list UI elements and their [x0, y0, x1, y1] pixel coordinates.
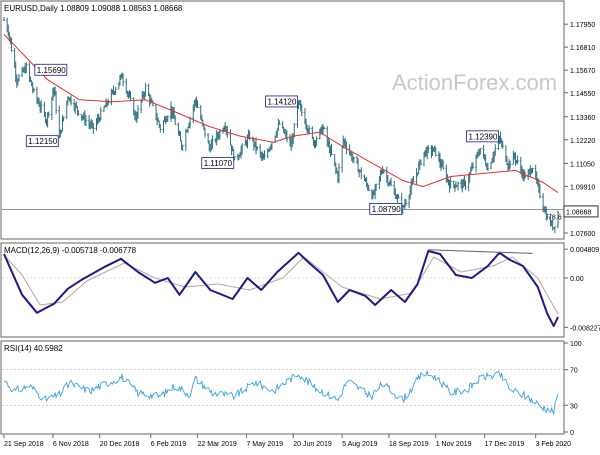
- price-annotation-label: 1.12390: [469, 132, 498, 141]
- macd-ytick-label: 0.00: [570, 276, 584, 283]
- x-tick-label: 20 Dec 2018: [100, 441, 140, 448]
- price-ytick-label: 1.12220: [570, 138, 595, 145]
- price-ytick-label: 1.15670: [570, 68, 595, 75]
- moving-average-line: [3, 33, 559, 194]
- price-ytick-label: 1.17950: [570, 22, 595, 29]
- x-tick-label: 17 Dec 2019: [485, 441, 525, 448]
- price-annotation-box: [466, 130, 499, 143]
- x-tick-label: 1 Nov 2019: [436, 441, 472, 448]
- x-tick-label: 6 Nov 2018: [53, 441, 89, 448]
- price-panel-frame: [0, 0, 565, 240]
- macd-signal-line: [3, 254, 559, 315]
- macd-line: [3, 250, 559, 327]
- x-tick-label: 5 Aug 2019: [342, 441, 378, 448]
- price-annotation-box: [265, 95, 298, 108]
- x-tick-label: 6 Feb 2019: [151, 441, 187, 448]
- macd-ytick-label: -0.008227: [570, 325, 600, 332]
- x-tick-label: 20 Jun 2019: [293, 441, 332, 448]
- rsi-ytick-label: 70: [570, 368, 578, 375]
- rsi-ytick-label: 0: [570, 430, 574, 437]
- last-price-label: 1.08668: [566, 209, 591, 216]
- price-panel-title: EURUSD,Daily 1.08809 1.09088 1.08563 1.0…: [4, 4, 183, 13]
- price-ytick-label: 1.16810: [570, 45, 595, 52]
- x-axis: 21 Sep 2018 6 Nov 2018 20 Dec 2018 6 Feb 20…: [3, 434, 572, 448]
- price-ytick-label: 1.09910: [570, 184, 595, 191]
- macd-divergence-line: [428, 249, 533, 254]
- x-tick-label: 22 Mar 2019: [198, 441, 237, 448]
- rsi-panel-title: RSI(14) 40.5982: [4, 344, 63, 353]
- price-annotation-label: 1.14120: [268, 97, 297, 106]
- price-ytick-label: 1.07600: [570, 231, 595, 238]
- price-layer: 1.17950 1.16810 1.15670 1.14550 1.13360 1.122…: [2, 16, 599, 238]
- rsi-layer: 100 70 30 0: [2, 341, 582, 437]
- x-tick-label: 7 May 2019: [246, 441, 283, 448]
- rsi-panel-frame: [0, 340, 565, 435]
- rsi-ytick-label: 100: [570, 341, 582, 348]
- price-annotation-box: [201, 157, 235, 169]
- x-tick-label: 3 Feb 2020: [536, 441, 572, 448]
- price-annotation-label: 1.11070: [204, 159, 233, 168]
- price-ytick-label: 1.11050: [570, 161, 595, 168]
- rsi-line: [3, 370, 559, 415]
- last-price-tag: [563, 205, 599, 218]
- price-annotation-label: 1.12150: [28, 137, 57, 146]
- macd-panel-frame: [0, 242, 565, 338]
- price-annotation-label: 1.15690: [37, 66, 66, 75]
- rsi-ytick-label: 30: [570, 403, 578, 410]
- price-annotation-box: [25, 135, 59, 148]
- price-annotation-label: 1.08790: [372, 205, 401, 214]
- price-ytick-label: 1.14550: [570, 91, 595, 98]
- retracement-level-label: 78.6: [548, 214, 562, 221]
- price-annotation-box: [34, 63, 68, 76]
- watermark: ActionForex.com: [392, 70, 557, 95]
- macd-ytick-label: 0.004809: [570, 247, 599, 254]
- x-tick-label: 18 Sep 2019: [389, 441, 429, 448]
- x-tick-label: 21 Sep 2018: [4, 441, 44, 448]
- macd-layer: 0.004809 0.00 -0.008227: [2, 247, 600, 332]
- price-annotation-box: [369, 203, 403, 215]
- macd-panel-title: MACD(12,26,9) -0.005718 -0.006778: [4, 246, 137, 255]
- price-ytick-label: 1.13360: [570, 115, 595, 122]
